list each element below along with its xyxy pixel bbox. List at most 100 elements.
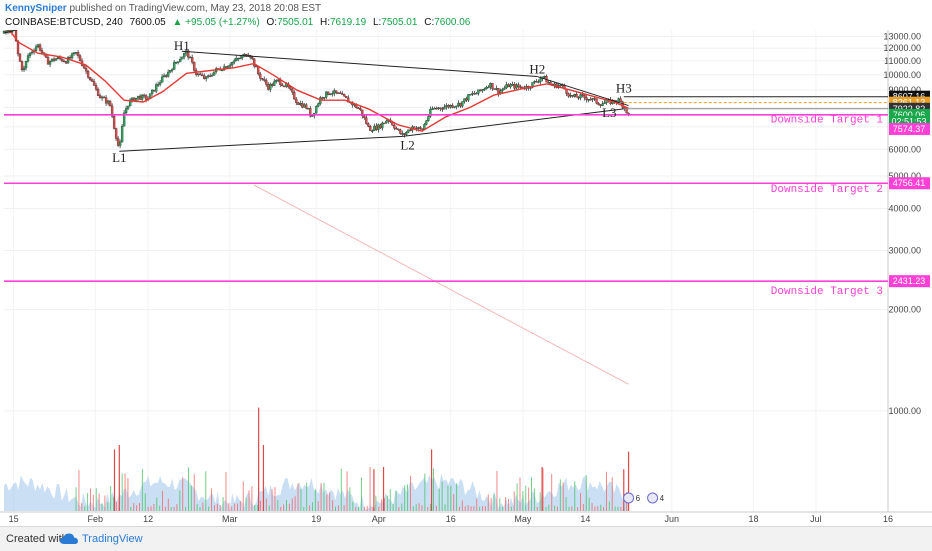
price-chart[interactable]: 1000.002000.003000.004000.005000.006000.…: [0, 30, 932, 526]
candle-body: [167, 72, 169, 76]
candle-body: [584, 95, 586, 97]
candle-body: [447, 105, 449, 107]
candle-body: [257, 67, 259, 74]
candle-body: [461, 101, 463, 106]
publish-info: KennySniper published on TradingView.com…: [5, 3, 321, 14]
candle-body: [367, 124, 369, 127]
candle-body: [455, 106, 457, 107]
candle-body: [39, 45, 41, 51]
open-value: 7505.01: [277, 17, 313, 28]
candle-body: [193, 62, 195, 70]
high-value: 7619.19: [330, 17, 366, 28]
candle-body: [151, 90, 153, 94]
candle-body: [435, 108, 437, 109]
price-label: 4756.41: [893, 178, 926, 188]
candle-body: [453, 107, 455, 108]
candle-body: [275, 80, 277, 81]
candle-body: [457, 103, 459, 106]
candle-body: [57, 57, 59, 58]
candle-body: [401, 133, 403, 134]
candle-body: [125, 108, 127, 112]
candle-body: [397, 129, 399, 130]
candle-body: [105, 98, 107, 103]
candle-body: [183, 53, 185, 57]
x-tick-label: Apr: [372, 514, 386, 524]
candle-body: [439, 108, 441, 109]
candle-body: [570, 95, 572, 96]
candle-body: [576, 94, 578, 97]
x-tick-label: Jun: [665, 514, 680, 524]
y-tick-label: 2000.00: [888, 305, 921, 315]
candle-body: [509, 85, 511, 87]
candle-body: [69, 57, 71, 58]
candle-body: [409, 130, 411, 131]
candle-body: [586, 98, 588, 100]
candle-body: [375, 126, 377, 130]
candle-body: [121, 126, 123, 142]
candle-body: [327, 92, 329, 95]
y-tick-label: 11000.00: [884, 56, 921, 66]
candle-body: [371, 131, 373, 132]
candle-body: [73, 53, 75, 54]
candle-body: [63, 61, 65, 62]
candle-body: [99, 96, 101, 98]
candle-body: [365, 118, 367, 124]
candle-body: [289, 87, 291, 89]
candle-body: [385, 121, 387, 123]
candle-body: [77, 52, 79, 55]
candle-body: [463, 99, 465, 102]
candle-body: [71, 54, 73, 58]
close-value: 7600.06: [434, 17, 470, 28]
candle-body: [41, 50, 43, 52]
candle-body: [369, 126, 371, 130]
candle-body: [574, 94, 576, 96]
x-tick-label: May: [514, 514, 532, 524]
x-tick-label: 19: [311, 514, 321, 524]
candle-body: [628, 113, 630, 114]
x-tick-label: Feb: [88, 514, 104, 524]
y-tick-label: 6000.00: [888, 144, 921, 154]
candle-body: [175, 62, 177, 63]
candle-body: [473, 93, 475, 94]
candle-body: [201, 75, 203, 76]
candle-body: [177, 62, 179, 63]
candle-body: [229, 65, 231, 66]
candle-body: [79, 56, 81, 61]
low-value: 7505.01: [381, 17, 417, 28]
downside-target-label: Downside Target 2: [771, 184, 883, 196]
close-label: C:: [424, 17, 434, 28]
candle-body: [345, 96, 347, 98]
y-tick-label: 3000.00: [888, 246, 921, 256]
x-tick-label: 15: [9, 514, 19, 524]
candle-body: [29, 53, 31, 56]
candle-body: [594, 98, 596, 99]
candle-body: [451, 105, 453, 107]
candle-body: [211, 75, 213, 76]
candle-body: [307, 108, 309, 109]
tradingview-brand[interactable]: TradingView: [82, 533, 143, 545]
candle-body: [179, 59, 181, 62]
author-name[interactable]: KennySniper: [5, 3, 67, 14]
candle-body: [317, 104, 319, 107]
candle-body: [101, 97, 103, 98]
candle-body: [75, 52, 77, 53]
x-tick-label: 18: [748, 514, 758, 524]
candle-body: [489, 83, 491, 87]
candle-body: [596, 99, 598, 104]
pattern-label: H3: [616, 81, 632, 96]
candle-body: [337, 93, 339, 94]
candle-body: [85, 68, 87, 71]
candle-body: [311, 116, 313, 117]
candle-body: [119, 142, 121, 146]
candle-body: [425, 121, 427, 125]
symbol-name: COINBASE:BTCUSD, 240: [5, 17, 123, 28]
candle-body: [459, 103, 461, 106]
footer-bar: Created with TradingView: [0, 526, 932, 551]
candle-body: [303, 105, 305, 108]
candle-body: [449, 105, 451, 107]
candle-body: [95, 85, 97, 89]
candle-body: [535, 81, 537, 82]
candle-body: [481, 89, 483, 90]
candle-body: [139, 96, 141, 99]
candle-body: [163, 76, 165, 77]
